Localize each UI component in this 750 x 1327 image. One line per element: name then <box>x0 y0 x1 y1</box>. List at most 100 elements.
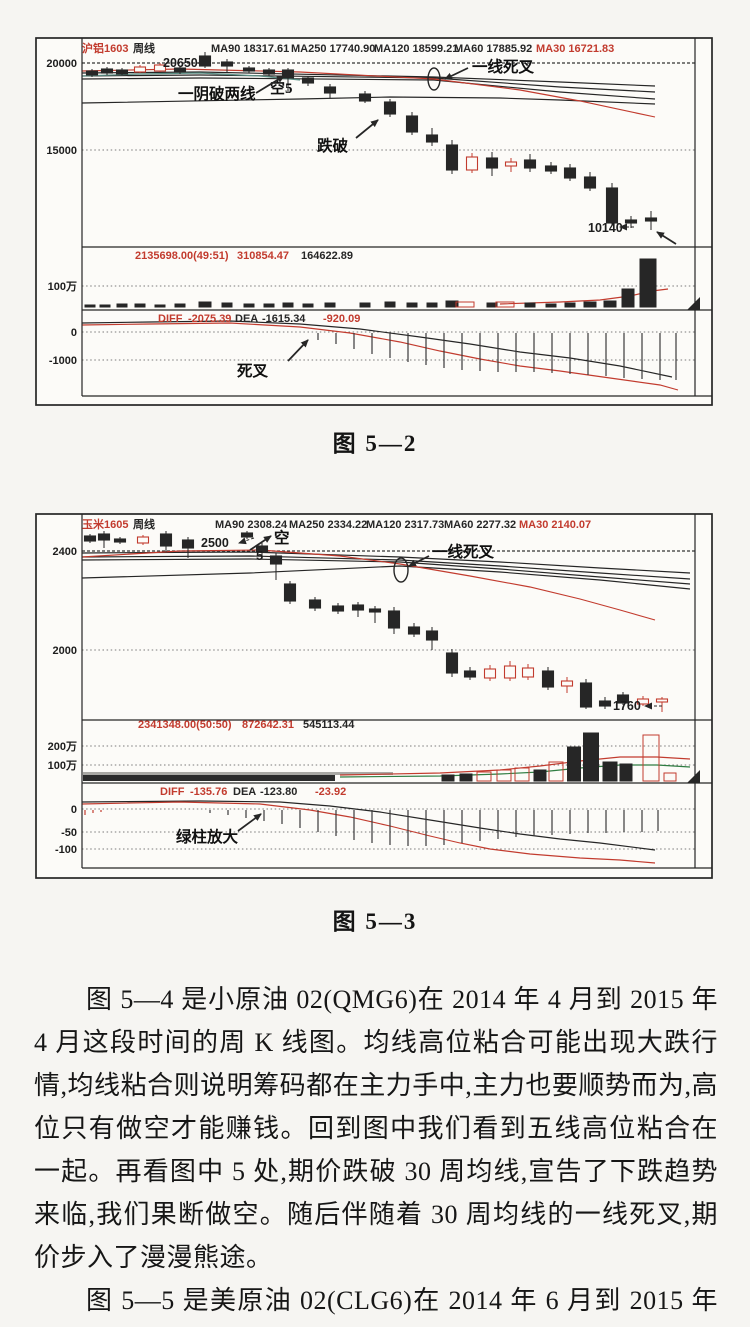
volume-bar <box>116 303 128 308</box>
paragraph-2: 图 5—5 是美原油 02(CLG6)在 2014 年 6 月到 2015 年 … <box>86 1286 718 1315</box>
candle-body <box>97 533 111 541</box>
axis-label: 2400 <box>53 546 77 558</box>
candle-body <box>644 217 658 222</box>
candle-body <box>503 665 517 679</box>
volume-bar <box>441 774 455 782</box>
volume-bar <box>567 746 581 782</box>
volume-bar <box>198 301 212 308</box>
chart-frame <box>35 37 713 406</box>
annotation-text: 5 <box>256 548 263 563</box>
volume-ma-line <box>339 756 691 776</box>
volume-bar <box>486 302 498 308</box>
candle-body <box>133 66 147 73</box>
macd-line <box>81 801 656 864</box>
annotation-arrow <box>656 231 677 245</box>
ma-line <box>81 74 656 93</box>
candle-body <box>560 680 574 687</box>
volume-bar <box>324 302 336 308</box>
candle-body <box>405 115 419 133</box>
volume-bar <box>663 772 677 782</box>
highlight-ellipse <box>393 557 409 583</box>
instrument-name: 玉米1605 <box>82 517 128 531</box>
macd-value-label: DIFF <box>158 313 183 325</box>
ma-line <box>81 71 656 87</box>
ma-line <box>81 549 656 621</box>
candle-body <box>598 700 612 707</box>
volume-bar <box>406 302 418 308</box>
axis-label: -1000 <box>49 355 77 367</box>
candle-body <box>301 77 315 84</box>
macd-value-label: -2075.39 <box>188 313 231 325</box>
macd-value-label: DIFF <box>160 786 185 798</box>
candle-body <box>323 86 337 94</box>
volume-value-label: 310854.47 <box>237 250 289 262</box>
annotation-text: 1760 <box>613 699 641 713</box>
candle-body <box>485 157 499 169</box>
volume-bar <box>642 734 660 782</box>
panel-corner-marker <box>687 770 700 783</box>
volume-bar <box>302 303 314 308</box>
candle-body <box>504 161 518 167</box>
ma-value-label: MA120 18599.21 <box>374 43 458 55</box>
annotation-arrow <box>237 813 262 832</box>
candle-body <box>425 630 439 641</box>
instrument-name: 沪铝1603 <box>82 41 128 55</box>
volume-bar <box>243 303 255 308</box>
candle-body <box>445 144 459 171</box>
candle-body <box>463 670 477 678</box>
ma-value-label: MA30 2140.07 <box>519 519 591 531</box>
volume-bar <box>621 288 635 308</box>
annotation-text: 一阴破两线 <box>178 84 256 103</box>
chart-frame <box>35 513 713 879</box>
ma-line <box>81 77 656 100</box>
candle-body <box>624 219 638 224</box>
volume-value-label: 872642.31 <box>242 719 294 731</box>
ma-line <box>81 565 691 590</box>
ma-value-label: MA60 2277.32 <box>444 519 516 531</box>
axis-label: -100 <box>55 844 77 856</box>
volume-value-label: 545113.44 <box>303 719 355 731</box>
candle-body <box>100 68 114 74</box>
candle-body <box>283 583 297 602</box>
volume-bar <box>459 773 473 782</box>
figure-5-2-caption: 图 5—2 <box>332 431 418 456</box>
annotation-text: 2500 <box>201 536 229 550</box>
ma-value-label: MA30 16721.83 <box>536 43 614 55</box>
annotation-arrow <box>444 67 469 80</box>
candle-body <box>351 604 365 611</box>
candle-body <box>387 610 401 629</box>
candle-body <box>198 55 212 67</box>
axis-label: 100万 <box>48 280 77 293</box>
annotation-text: 一线死叉 <box>432 542 495 561</box>
annotation-text: 死叉 <box>237 362 269 380</box>
period-label: 周线 <box>133 41 155 55</box>
volume-bar <box>282 302 294 308</box>
candle-body <box>521 667 535 678</box>
annotation-arrow <box>287 339 309 362</box>
candle-body <box>616 694 630 704</box>
volume-bar <box>384 301 396 308</box>
volume-bar <box>359 302 371 308</box>
candle-body <box>636 698 650 705</box>
candle-body <box>563 167 577 179</box>
annotation-text: 10140 <box>588 221 623 235</box>
axis-label: -50 <box>61 827 77 839</box>
candle-body <box>383 101 397 115</box>
volume-bar <box>496 769 512 782</box>
ma-line <box>81 72 301 81</box>
volume-bar <box>548 761 564 782</box>
volume-bar <box>495 301 515 308</box>
annotation-arrow <box>255 75 285 94</box>
annotation-text: 绿柱放大 <box>176 827 239 846</box>
annotation-arrow <box>249 535 272 551</box>
volume-bar <box>619 763 633 782</box>
macd-value-label: -123.80 <box>260 786 297 798</box>
figure-5-3-caption: 图 5—3 <box>332 909 418 934</box>
candle-body <box>655 698 669 703</box>
candle-body <box>425 134 439 143</box>
volume-bar <box>99 304 111 308</box>
volume-bar <box>221 302 233 308</box>
volume-bar <box>545 303 557 308</box>
axis-label: 15000 <box>46 145 77 157</box>
